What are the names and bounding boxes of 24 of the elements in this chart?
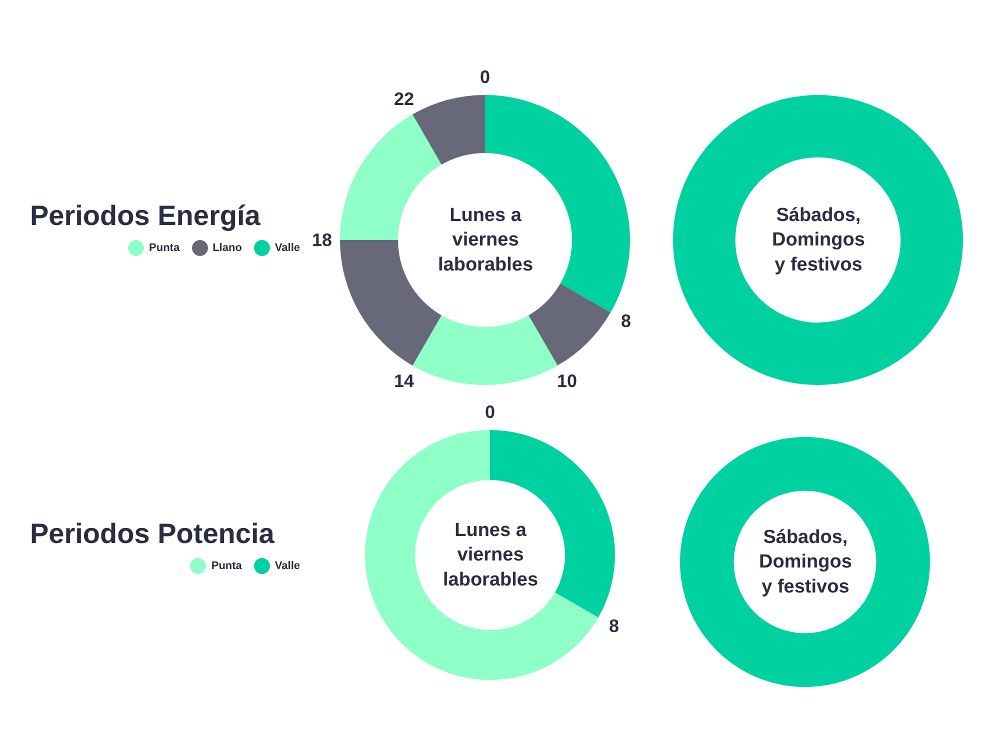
text: 0 bbox=[480, 67, 490, 87]
text: 8 bbox=[621, 311, 632, 331]
legend-label: Punta bbox=[210, 558, 242, 574]
donut-slice bbox=[340, 114, 442, 240]
legend-title: Periodos Energía bbox=[30, 200, 262, 232]
text: 0 bbox=[485, 402, 496, 422]
text: 8 bbox=[609, 616, 620, 636]
text: 18 bbox=[312, 230, 332, 250]
text: Sábados, Domingos y festivos bbox=[759, 527, 852, 598]
text: 10 bbox=[557, 371, 578, 391]
donut-slice bbox=[528, 283, 611, 366]
text: 14 bbox=[394, 371, 414, 391]
legend-title: Periodos Potencia bbox=[30, 518, 276, 550]
legend-label: Llano bbox=[212, 240, 242, 256]
donut-slice bbox=[365, 430, 598, 680]
legend-label: Valle bbox=[274, 240, 300, 256]
donut-slice bbox=[412, 95, 485, 165]
text: 22 bbox=[394, 89, 414, 109]
legend-label: Valle bbox=[274, 558, 300, 574]
legend-label: Punta bbox=[148, 240, 180, 256]
donut-slice bbox=[412, 315, 558, 385]
text: Lunes a viernes laborables bbox=[438, 205, 534, 276]
text: Sábados, Domingos y festivos bbox=[772, 205, 865, 276]
text: Lunes a viernes laborables bbox=[443, 520, 538, 590]
